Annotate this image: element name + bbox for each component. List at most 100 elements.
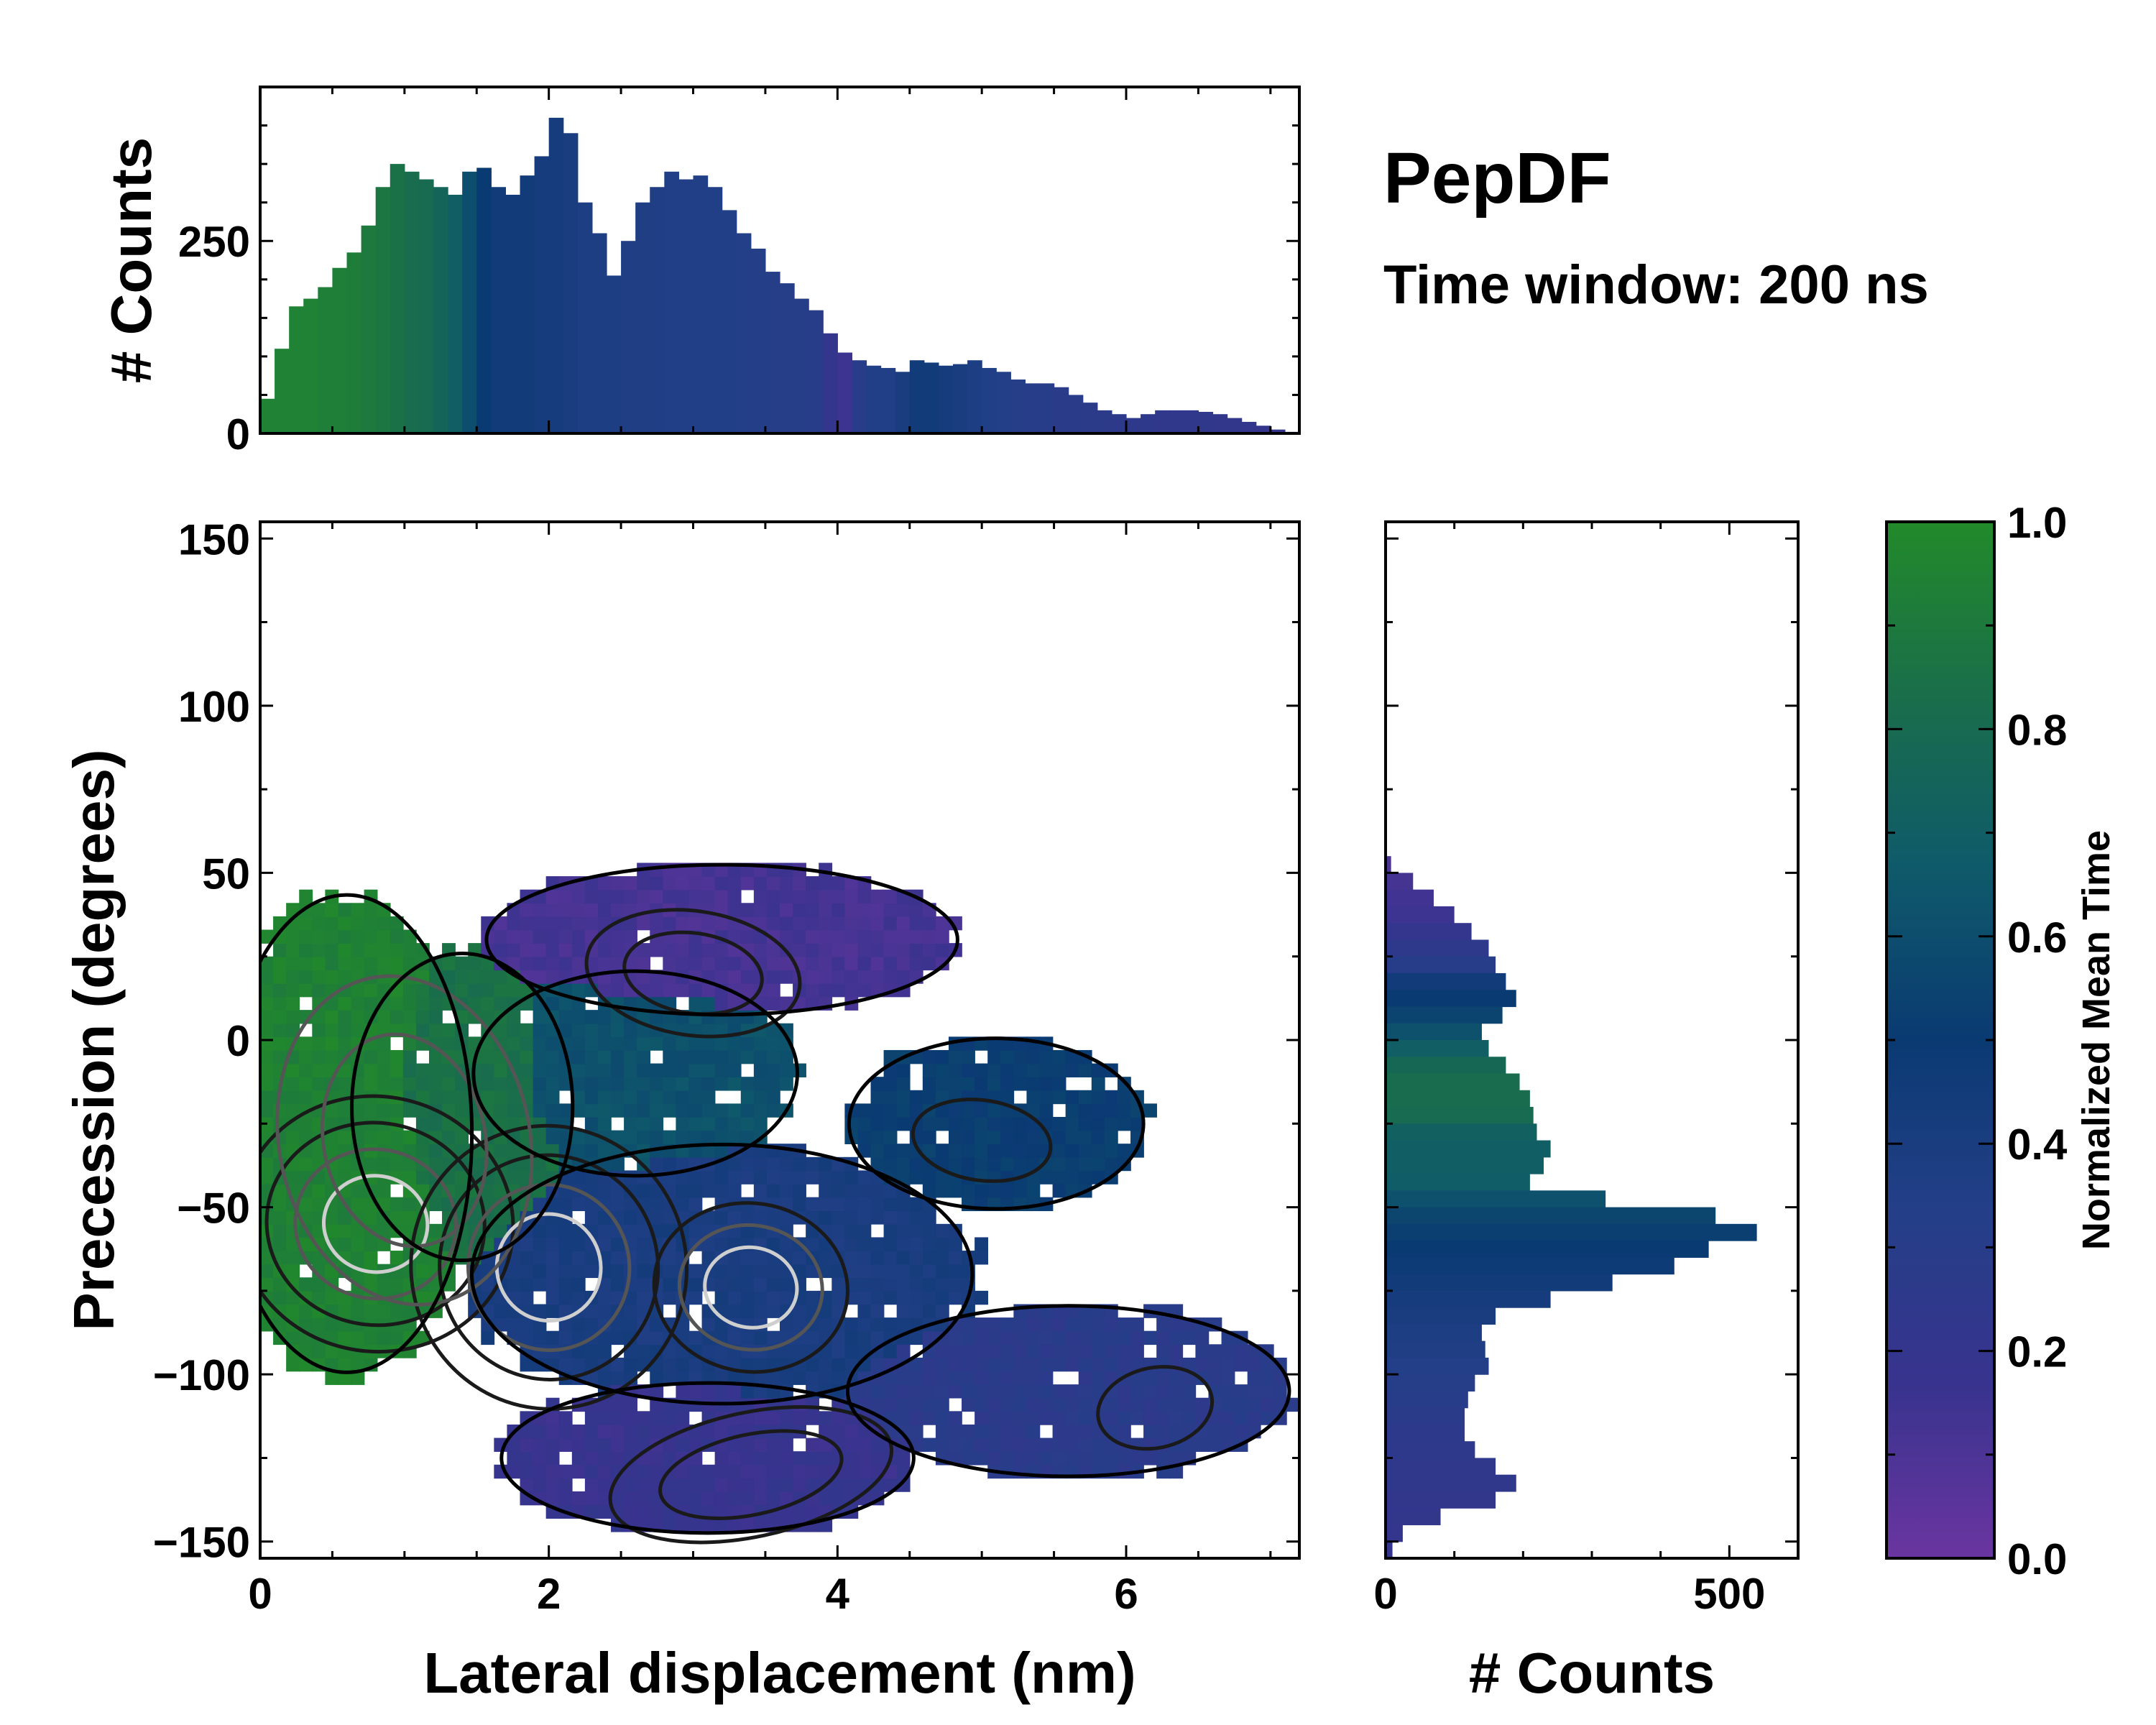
heatmap-cell: [857, 1170, 872, 1184]
heatmap-cell: [415, 996, 430, 1011]
heatmap-cell: [780, 956, 793, 971]
heatmap-cell: [870, 1156, 885, 1172]
heatmap-cell: [857, 889, 872, 904]
top-hist-bar: [607, 275, 622, 433]
heatmap-cell: [909, 1384, 923, 1399]
top-hist-bar: [953, 364, 968, 433]
heatmap-cell: [806, 916, 820, 931]
heatmap-cell: [701, 1424, 716, 1439]
heatmap-cell: [584, 1264, 599, 1279]
heatmap-cell: [1000, 1438, 1015, 1452]
heatmap-cell: [740, 943, 755, 957]
heatmap-cell: [922, 1438, 936, 1452]
heatmap-cell: [520, 1063, 534, 1077]
heatmap-cell: [1078, 1424, 1092, 1439]
heatmap-cell: [533, 1116, 547, 1131]
heatmap-cell: [325, 1144, 339, 1158]
heatmap-cell: [415, 1184, 430, 1198]
heatmap-cell: [663, 1277, 677, 1292]
top-hist-bar: [433, 187, 448, 433]
heatmap-cell: [975, 1237, 988, 1251]
heatmap-cell: [688, 1184, 703, 1198]
heatmap-cell: [286, 983, 300, 998]
heatmap-cell: [870, 1330, 885, 1346]
heatmap-cell: [962, 1184, 975, 1198]
heatmap-cell: [831, 983, 846, 998]
main-xtick-label: 4: [826, 1570, 850, 1618]
heatmap-cell: [1104, 1130, 1118, 1144]
heatmap-cell: [975, 1330, 988, 1346]
top-hist-bar: [1256, 426, 1271, 433]
heatmap-cell: [1117, 1451, 1131, 1466]
heatmap-cell: [1039, 1451, 1054, 1466]
heatmap-cell: [740, 1130, 755, 1144]
heatmap-cell: [948, 1264, 962, 1279]
heatmap-cell: [714, 996, 729, 1011]
heatmap-cell: [364, 956, 378, 971]
heatmap-cell: [442, 1077, 456, 1091]
heatmap-cell: [870, 956, 885, 971]
heatmap-cell: [766, 1304, 780, 1318]
heatmap-cell: [962, 1438, 975, 1452]
heatmap-cell: [558, 1464, 573, 1479]
heatmap-cell: [351, 943, 365, 957]
heatmap-cell: [351, 983, 365, 998]
heatmap-cell: [520, 1077, 534, 1091]
heatmap-cell: [468, 996, 482, 1011]
heatmap-cell: [415, 1010, 430, 1024]
heatmap-cell: [896, 1397, 911, 1412]
heatmap-cell: [624, 876, 637, 891]
heatmap-cell: [390, 1304, 404, 1318]
heatmap-cell: [1221, 1411, 1235, 1425]
heatmap-cell: [455, 956, 469, 971]
heatmap-cell: [390, 1077, 404, 1091]
right-hist-bar: [1386, 1107, 1534, 1124]
heatmap-cell: [1195, 1344, 1210, 1358]
heatmap-cell: [637, 1464, 651, 1479]
heatmap-cell: [780, 1290, 793, 1305]
heatmap-cell: [935, 1304, 949, 1318]
heatmap-cell: [727, 1210, 742, 1225]
heatmap-cell: [766, 1237, 780, 1251]
heatmap-cell: [948, 1103, 962, 1118]
heatmap-cell: [688, 876, 703, 891]
heatmap-cell: [533, 1264, 547, 1279]
heatmap-cell: [312, 970, 326, 984]
heatmap-cell: [351, 916, 365, 931]
heatmap-cell: [753, 1491, 768, 1506]
heatmap-cell: [935, 1090, 949, 1105]
heatmap-cell: [520, 929, 534, 944]
heatmap-cell: [896, 1077, 911, 1091]
heatmap-cell: [766, 1170, 780, 1184]
heatmap-cell: [844, 1237, 859, 1251]
heatmap-cell: [533, 1063, 547, 1077]
heatmap-cell: [1247, 1384, 1261, 1399]
heatmap-cell: [844, 1210, 859, 1225]
heatmap-cell: [624, 1491, 637, 1506]
heatmap-cell: [714, 889, 729, 904]
heatmap-cell: [584, 1438, 599, 1452]
right-hist-bar: [1386, 923, 1472, 941]
heatmap-cell: [584, 1371, 599, 1385]
heatmap-cell: [987, 1371, 1002, 1385]
heatmap-cell: [701, 1023, 716, 1038]
heatmap-cell: [766, 903, 780, 917]
heatmap-cell: [260, 1023, 274, 1038]
heatmap-cell: [896, 1264, 911, 1279]
heatmap-cell: [637, 1424, 651, 1439]
heatmap-cell: [624, 1504, 637, 1519]
heatmap-cell: [962, 1144, 975, 1158]
heatmap-cell: [520, 1464, 534, 1479]
top-hist-bar: [577, 202, 593, 433]
heatmap-cell: [415, 1144, 430, 1158]
heatmap-cell: [1117, 1357, 1131, 1372]
heatmap-cell: [883, 903, 898, 917]
heatmap-cell: [793, 1451, 806, 1466]
heatmap-cell: [571, 1170, 586, 1184]
heatmap-cell: [507, 1144, 521, 1158]
heatmap-cell: [1117, 1397, 1131, 1412]
heatmap-cell: [624, 1411, 637, 1425]
heatmap-cell: [402, 1103, 417, 1118]
heatmap-cell: [883, 1077, 898, 1091]
heatmap-cell: [844, 1330, 859, 1346]
